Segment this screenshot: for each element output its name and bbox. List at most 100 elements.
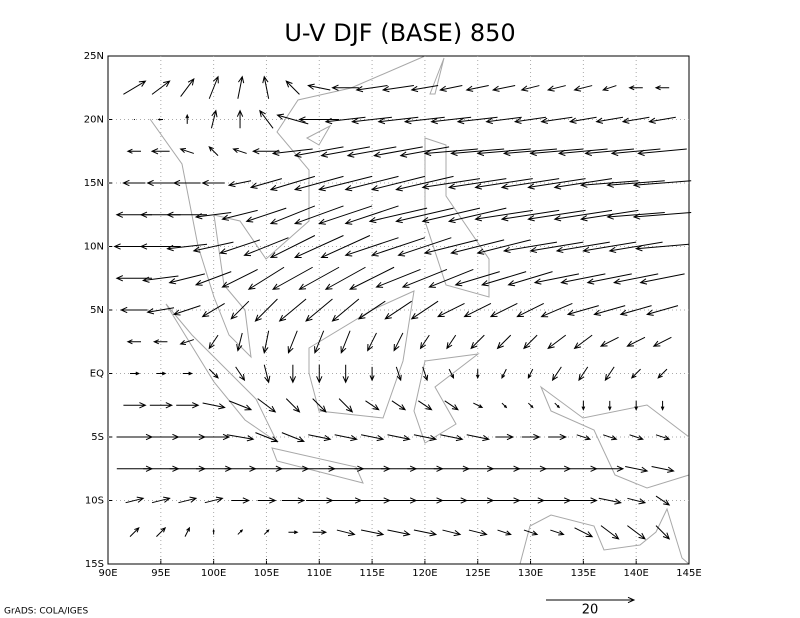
x-tick-label: 125E [465, 568, 490, 579]
wind-vector [521, 433, 541, 441]
wind-vector [555, 241, 610, 254]
wind-vector [610, 148, 661, 157]
wind-vector [527, 368, 534, 379]
wind-vector [627, 497, 647, 505]
wind-vector [488, 497, 521, 504]
wind-vector [596, 465, 625, 472]
wind-vector [523, 334, 538, 350]
coastline [539, 385, 690, 489]
wind-vector [230, 300, 250, 320]
wind-vector [582, 241, 637, 254]
wind-vector [570, 497, 598, 504]
wind-vector [606, 212, 665, 220]
wind-vector [507, 271, 553, 287]
wind-vector [340, 330, 351, 354]
wind-vector [573, 85, 593, 92]
wind-vector [553, 209, 613, 222]
wind-vector [243, 237, 289, 257]
wind-vector [655, 525, 671, 540]
y-tick-label: 15N [84, 178, 104, 189]
wind-vector [277, 465, 310, 472]
wind-vector [237, 75, 245, 99]
wind-vector [454, 271, 500, 287]
wind-vector [287, 330, 298, 354]
wind-vector [252, 148, 280, 155]
wind-vector [529, 241, 584, 254]
wind-vector [338, 398, 354, 413]
wind-vector [236, 332, 243, 352]
wind-vector [547, 334, 567, 350]
wind-vector [262, 75, 270, 99]
wind-vector [413, 434, 438, 442]
wind-vector [621, 116, 650, 124]
wind-vector [473, 402, 484, 408]
wind-vector [632, 180, 692, 188]
wind-vector [612, 273, 659, 285]
wind-vector [527, 178, 586, 190]
x-tick-label: 90E [98, 568, 117, 579]
wind-vector [269, 205, 316, 225]
wind-vector [603, 434, 618, 441]
wind-vector [579, 180, 639, 188]
wind-vector [600, 525, 620, 540]
wind-vector [401, 268, 448, 288]
wind-vector [502, 241, 558, 254]
wind-vector [625, 466, 649, 473]
x-tick-label: 100E [201, 568, 226, 579]
wind-vector [456, 116, 498, 125]
wind-vector [236, 109, 244, 129]
wind-vector [381, 85, 414, 93]
wind-vector [369, 366, 375, 382]
wind-vector [194, 212, 232, 220]
y-tick-label: 10N [84, 242, 104, 253]
wind-vector [344, 205, 399, 225]
wind-vector [293, 146, 344, 158]
wind-vector [122, 179, 146, 187]
wind-vector [201, 179, 225, 187]
x-tick-label: 120E [412, 568, 437, 579]
wind-vector [373, 146, 423, 158]
x-tick-label: 145E [676, 568, 701, 579]
wind-vector [439, 85, 463, 92]
wind-vector [357, 300, 386, 320]
wind-vector [540, 302, 573, 318]
wind-vector [316, 364, 323, 384]
wind-vector [500, 209, 560, 222]
wind-vector [584, 148, 635, 157]
wind-vector [497, 529, 512, 536]
wind-vector [370, 237, 426, 257]
wind-vector [393, 332, 404, 352]
wind-vector [202, 402, 226, 410]
wind-vector [318, 175, 373, 192]
wind-vector [308, 434, 332, 442]
wind-vector [475, 369, 480, 380]
wind-vector [346, 146, 397, 158]
wind-vector [257, 497, 277, 504]
wind-vector [344, 237, 399, 257]
y-tick-label: 5N [90, 305, 104, 316]
wind-vector [156, 371, 167, 376]
wind-vector [212, 528, 215, 535]
y-tick-label: 20N [84, 115, 104, 126]
wind-vector [529, 148, 584, 157]
wind-vector [360, 529, 385, 537]
wind-vector [130, 371, 141, 376]
wind-vector [293, 205, 344, 225]
wind-vector [595, 116, 624, 124]
wind-vector [410, 85, 439, 93]
wind-vector [466, 434, 490, 442]
wind-vector [226, 434, 255, 442]
wind-vector [651, 466, 675, 473]
wind-vector [231, 497, 251, 504]
wind-vector [146, 179, 175, 187]
wind-vector [251, 465, 284, 472]
wind-vector [654, 85, 670, 91]
coastline [149, 55, 426, 359]
wind-vector [489, 302, 518, 318]
wind-vector [566, 305, 599, 316]
wind-vector [627, 525, 646, 540]
wind-vector [192, 241, 234, 253]
wind-vector [423, 239, 478, 255]
wind-vector [423, 148, 478, 157]
